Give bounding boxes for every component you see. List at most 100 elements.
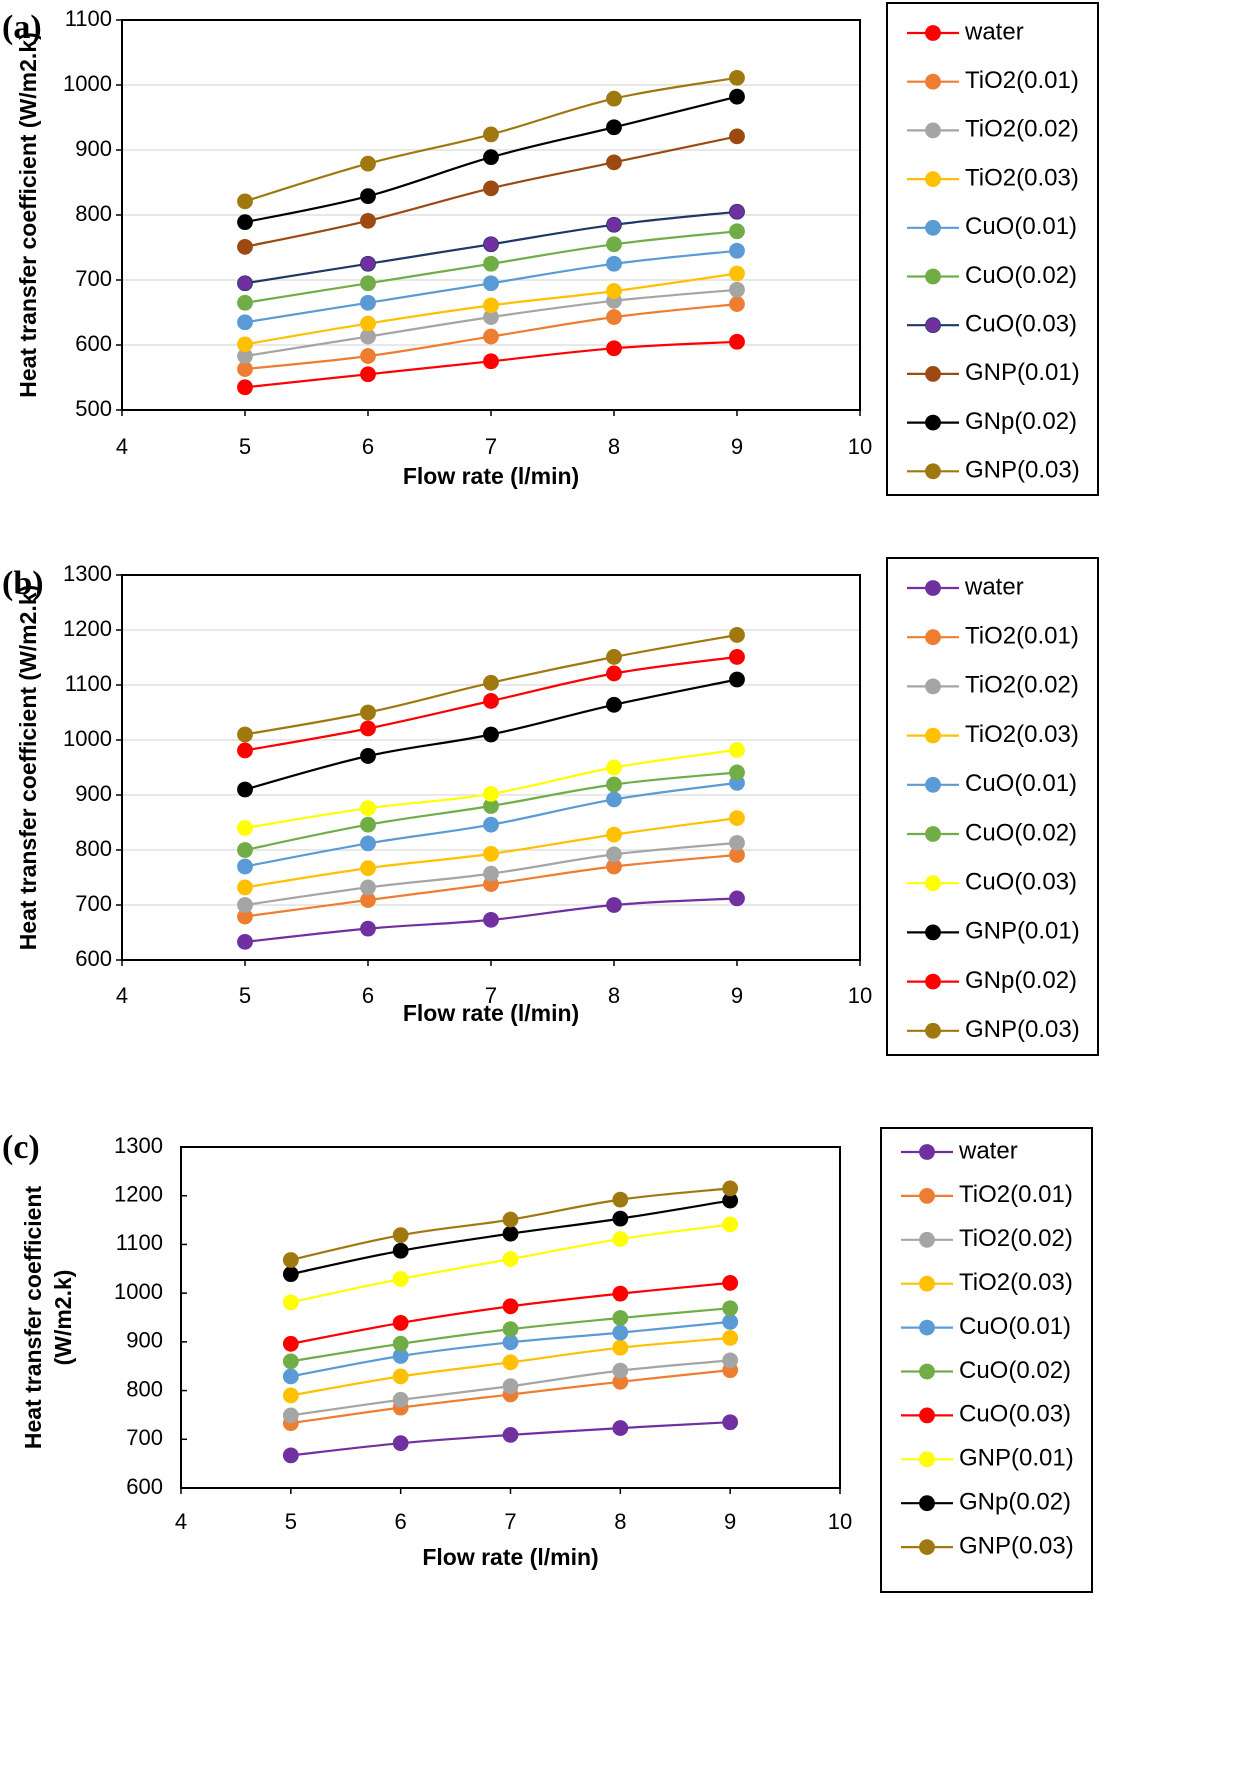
y-tick-label: 900 [126,1328,163,1353]
data-point [722,1216,739,1233]
data-point [729,88,745,105]
data-point [483,726,499,743]
legend-item: CuO(0.01) [907,213,1077,240]
data-point [606,696,622,713]
legend-item: CuO(0.02) [901,1357,1071,1384]
data-point [502,1225,519,1242]
series-GNP(0.03) [237,627,745,743]
data-point [483,911,499,928]
data-point [392,1391,409,1408]
data-point [729,333,745,350]
legend-label: TiO2(0.03) [965,721,1079,748]
x-tick-label: 6 [362,434,374,459]
x-tick-label: 10 [848,434,872,459]
legend-item: TiO2(0.02) [901,1225,1073,1252]
legend-label: CuO(0.02) [959,1357,1071,1384]
y-tick-label: 1100 [65,6,112,31]
series-water [237,890,745,950]
data-point [729,203,745,220]
legend-marker [925,268,941,285]
data-point [360,704,376,721]
x-tick-label: 8 [608,983,620,1008]
data-point [282,1387,299,1404]
legend-marker [925,463,941,480]
legend-item: GNp(0.02) [907,967,1077,994]
legend-marker [919,1363,935,1380]
legend-label: GNp(0.02) [965,408,1077,435]
series-GNP(0.01) [237,671,745,798]
legend-item: TiO2(0.03) [907,164,1079,191]
legend-item: GNP(0.03) [907,1016,1080,1043]
data-point [237,820,253,836]
legend-item: TiO2(0.02) [907,116,1079,143]
data-point [282,1335,299,1352]
panel-label: (c) [2,1129,40,1166]
y-tick-label: 800 [75,836,112,861]
series-CuO(0.01) [237,242,745,331]
panel-label: (b) [2,565,44,602]
legend: water TiO2(0.01) TiO2(0.02) TiO2(0.03) CuO(0… [886,2,1099,496]
data-point [392,1368,409,1385]
data-point [483,126,499,143]
x-tick-label: 8 [608,434,620,459]
data-point [282,1353,299,1370]
legend-item: water [907,18,1024,45]
legend-label: GNp(0.02) [965,967,1077,994]
plot-area-border [121,574,861,961]
data-point [729,810,745,826]
legend-border [886,2,1099,496]
data-point [237,742,253,759]
legend-item: TiO2(0.01) [901,1181,1073,1208]
series-GNp(0.02) [237,649,745,759]
legend-item: TiO2(0.02) [907,672,1079,699]
series-TiO2(0.03) [237,265,745,353]
data-point [360,155,376,172]
y-tick-label: 800 [126,1376,163,1401]
legend-item: GNP(0.01) [907,918,1080,945]
y-tick-label: 1000 [63,726,112,751]
x-tick-label: 7 [485,983,497,1008]
data-point [729,296,745,312]
legend-label: CuO(0.01) [965,213,1077,240]
data-point [237,842,253,858]
x-tick-label: 4 [116,434,128,459]
series-CuO(0.02) [237,764,745,858]
legend-label: GNP(0.03) [959,1532,1074,1559]
data-point [502,1321,519,1338]
series-CuO(0.01) [282,1313,739,1385]
chart-panel-3: (c) 600 700 800 900 1000 1100 1200 1300 4 5 6 7 8 9 10 F… [2,1127,1093,1593]
data-point [502,1378,519,1395]
panel-label: (a) [2,9,42,46]
data-point [729,281,745,298]
data-point [237,238,253,255]
data-point [606,255,622,272]
legend-marker [919,1451,935,1468]
data-point [606,759,622,776]
data-point [612,1420,629,1436]
legend-label: GNP(0.01) [959,1445,1074,1472]
legend-item: GNP(0.03) [907,457,1080,484]
data-point [729,742,745,758]
data-point [606,897,622,913]
series-GNp(0.02) [282,1192,739,1283]
y-tick-label: 600 [75,331,112,356]
legend-marker [919,1275,935,1292]
data-point [729,649,745,665]
data-point [237,879,253,896]
data-point [606,340,622,357]
legend-label: TiO2(0.01) [965,67,1079,94]
data-point [722,1180,739,1197]
data-point [606,119,622,136]
legend-marker [925,924,941,941]
data-point [237,897,253,913]
y-tick-label: 600 [126,1474,163,1499]
series-water [237,333,745,396]
legend-item: CuO(0.02) [907,819,1077,846]
legend-marker [919,1144,935,1160]
y-tick-label: 700 [126,1425,163,1450]
series-water [282,1414,739,1464]
series-GNP(0.03) [237,69,745,210]
series-TiO2(0.03) [282,1330,739,1404]
legend-marker [925,776,941,793]
legend-label: TiO2(0.03) [959,1269,1073,1296]
